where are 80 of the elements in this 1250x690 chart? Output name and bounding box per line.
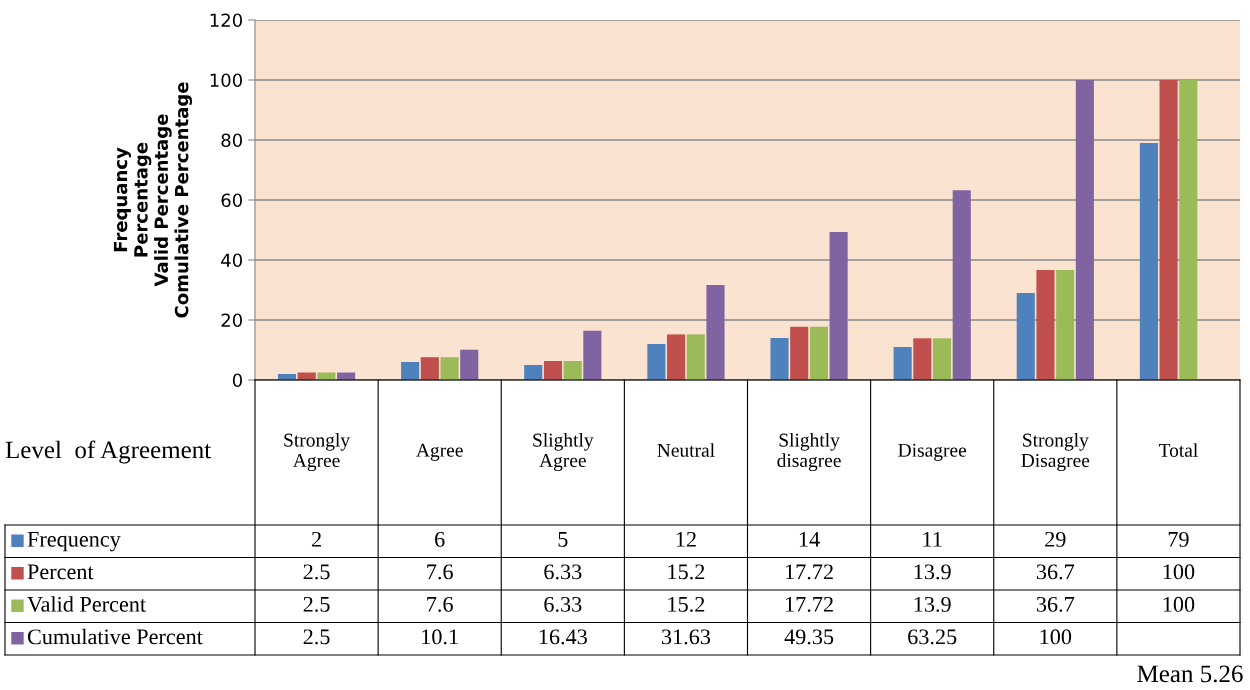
bar — [893, 347, 912, 380]
y-tick-label: 0 — [232, 373, 242, 388]
bar — [667, 334, 686, 380]
bar — [932, 338, 952, 380]
x-tick-label: Neutral — [657, 443, 715, 457]
data-label: 100 — [1040, 629, 1072, 645]
data-label: 17.72 — [786, 564, 833, 580]
legend-label: Percent — [27, 564, 94, 580]
x-tick-label: Disagree — [898, 443, 967, 461]
data-label: 100 — [1163, 564, 1195, 580]
legend-label: Frequency — [27, 531, 121, 552]
data-label: 7.6 — [427, 564, 453, 580]
bar — [1016, 293, 1035, 380]
x-tick-label: Slightly Agree — [533, 432, 594, 472]
bar — [563, 361, 582, 380]
y-tick-label: 20 — [221, 313, 242, 328]
bar — [829, 231, 848, 380]
data-label: 79 — [1168, 531, 1189, 547]
legend-label: Valid Percent — [27, 596, 146, 612]
data-label: 7.6 — [427, 596, 453, 612]
data-label: 2.5 — [303, 564, 330, 580]
data-label: 29 — [1045, 531, 1066, 547]
y-tick-label: 80 — [221, 133, 242, 148]
legend-label: Cumulative Percent — [27, 628, 203, 645]
bar — [770, 338, 789, 380]
bar — [1159, 80, 1178, 380]
data-label: 5 — [558, 532, 568, 547]
data-label: 10.1 — [422, 629, 458, 645]
bar — [524, 365, 543, 380]
bar — [1139, 143, 1158, 380]
bar — [809, 326, 828, 380]
data-label: 13.9 — [914, 596, 951, 612]
data-label: 16.43 — [539, 629, 587, 645]
bar — [401, 362, 420, 380]
data-label: 2.5 — [303, 629, 330, 645]
x-axis-title: Level of Agreement — [5, 440, 212, 464]
y-axis-title: Frequancy Percentage Valid Percentage Comulative Percentage — [113, 82, 193, 318]
data-label: 6.33 — [544, 564, 582, 580]
data-label: 2.5 — [303, 596, 330, 612]
x-tick-label: Strongly Disagree — [1021, 432, 1090, 472]
bar — [913, 338, 932, 380]
bar — [952, 190, 971, 380]
bar — [1056, 269, 1075, 380]
bar — [790, 326, 809, 380]
data-label: 49.35 — [784, 629, 834, 645]
y-tick-label: 120 — [210, 13, 242, 28]
y-tick-label: 100 — [210, 73, 242, 88]
data-label: 13.9 — [914, 564, 951, 580]
data-label: 15.2 — [668, 596, 705, 612]
bar — [1036, 269, 1055, 380]
y-tick-label: 40 — [221, 253, 242, 268]
data-label: 36.7 — [1036, 564, 1075, 580]
data-label: 17.72 — [786, 596, 833, 612]
bar — [543, 361, 563, 380]
bar — [440, 357, 459, 380]
y-tick-label: 60 — [221, 193, 242, 208]
data-label: 31.63 — [662, 629, 711, 645]
x-tick-label: Agree — [416, 443, 463, 461]
data-label: 63.25 — [908, 629, 957, 645]
bar — [1179, 80, 1198, 380]
bar — [706, 285, 725, 380]
bar — [420, 357, 439, 380]
data-label: 2 — [311, 531, 321, 547]
bar — [647, 344, 666, 380]
data-label: 36.7 — [1036, 596, 1075, 612]
data-label: 6 — [435, 531, 445, 547]
bar — [686, 334, 705, 380]
data-label: 14 — [799, 531, 820, 547]
x-tick-label: Total — [1158, 443, 1198, 457]
data-label: 100 — [1163, 596, 1195, 612]
data-label: 12 — [676, 531, 696, 547]
bar — [1075, 80, 1094, 380]
x-tick-label: Strongly Agree — [284, 432, 350, 472]
bar — [460, 349, 479, 380]
x-tick-label: Slightly disagree — [777, 432, 841, 472]
bar — [583, 330, 602, 380]
data-label: 11 — [923, 531, 942, 547]
text: Mean 5.26 — [1137, 665, 1243, 683]
data-label: 6.33 — [544, 596, 582, 612]
data-label: 15.2 — [668, 564, 705, 580]
